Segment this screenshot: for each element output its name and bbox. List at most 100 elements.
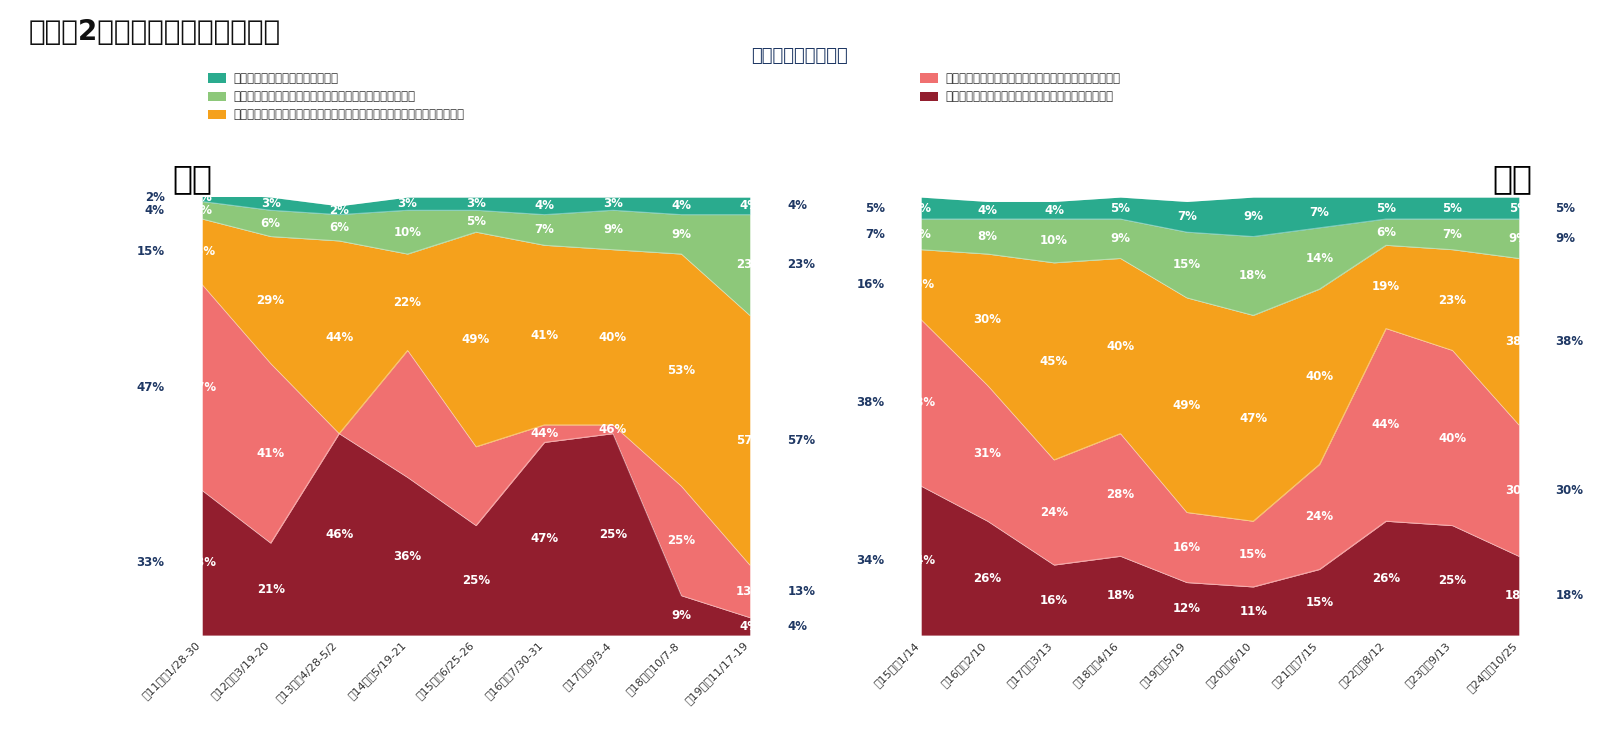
Text: 13%: 13%	[787, 585, 816, 598]
Text: 23%: 23%	[736, 258, 763, 272]
Text: 40%: 40%	[1106, 339, 1134, 353]
Text: 31%: 31%	[974, 447, 1002, 460]
Text: 16%: 16%	[1040, 593, 1069, 607]
Text: 9%: 9%	[603, 223, 622, 237]
Text: 36%: 36%	[394, 550, 422, 563]
Text: 11%: 11%	[1240, 604, 1267, 618]
Text: 34%: 34%	[856, 554, 885, 567]
Text: 2%: 2%	[144, 191, 165, 204]
Text: 26%: 26%	[1371, 572, 1400, 585]
Text: （図表2）　コロナ禍の状況認識: （図表2） コロナ禍の状況認識	[29, 18, 282, 46]
Text: 7%: 7%	[912, 228, 931, 241]
Text: 4%: 4%	[1045, 204, 1064, 217]
Text: 40%: 40%	[598, 331, 627, 344]
Text: 9%: 9%	[1110, 232, 1130, 245]
Text: 感染拡大は間もなく終わると思う: 感染拡大は間もなく終わると思う	[234, 72, 339, 85]
Text: 44%: 44%	[1371, 418, 1400, 431]
Text: 2%: 2%	[192, 191, 213, 204]
Text: 9%: 9%	[672, 609, 691, 622]
Text: 57%: 57%	[736, 434, 763, 447]
Text: 3%: 3%	[466, 197, 486, 210]
Text: 33%: 33%	[189, 556, 216, 569]
Text: 5%: 5%	[1555, 201, 1576, 215]
Text: 29%: 29%	[256, 293, 285, 307]
Text: 18%: 18%	[1238, 269, 1267, 283]
Text: 感染状況は落ち着いていて、うまく対応できていると思う: 感染状況は落ち着いていて、うまく対応できていると思う	[234, 90, 416, 103]
Text: 30%: 30%	[1555, 484, 1584, 497]
Text: 4%: 4%	[739, 199, 760, 212]
Text: 30%: 30%	[1506, 484, 1533, 497]
Text: 4%: 4%	[144, 204, 165, 217]
Text: 5%: 5%	[1110, 201, 1130, 215]
Text: 57%: 57%	[787, 434, 816, 447]
Text: 46%: 46%	[325, 528, 354, 541]
Text: 34%: 34%	[907, 554, 936, 567]
Text: 15%: 15%	[1173, 258, 1202, 272]
Text: 25%: 25%	[1438, 574, 1467, 587]
Text: 9%: 9%	[1243, 210, 1264, 223]
Text: 25%: 25%	[598, 528, 627, 541]
Text: 47%: 47%	[530, 532, 558, 545]
Text: 18%: 18%	[1504, 589, 1533, 602]
Text: 24%: 24%	[1040, 506, 1069, 519]
Text: 5%: 5%	[912, 201, 931, 215]
Text: 21%: 21%	[256, 583, 285, 596]
Text: 3%: 3%	[398, 197, 418, 210]
Text: 7%: 7%	[1178, 210, 1197, 223]
Text: 26%: 26%	[973, 572, 1002, 585]
Text: 45%: 45%	[1040, 355, 1069, 368]
Text: 15%: 15%	[136, 245, 165, 258]
Text: 6%: 6%	[261, 217, 280, 230]
Text: 感染状況は次第に落ち着きを取り戻してきていて、対応できていると思う: 感染状況は次第に落ち着きを取り戻してきていて、対応できていると思う	[234, 108, 464, 121]
Text: 41%: 41%	[256, 447, 285, 460]
Text: 7%: 7%	[1443, 228, 1462, 241]
Text: 49%: 49%	[1173, 399, 1202, 412]
Text: 23%: 23%	[787, 258, 816, 272]
Text: 41%: 41%	[530, 328, 558, 342]
Text: コロナ禍の状況認識: コロナ禍の状況認識	[752, 47, 848, 66]
Text: 2%: 2%	[330, 204, 349, 217]
Text: 24%: 24%	[1306, 510, 1334, 523]
Text: 38%: 38%	[856, 396, 885, 410]
Text: 38%: 38%	[907, 396, 936, 410]
Text: 16%: 16%	[1173, 541, 1202, 554]
Text: 5%: 5%	[1443, 201, 1462, 215]
Text: 8%: 8%	[978, 230, 998, 243]
Text: 47%: 47%	[136, 381, 165, 394]
Text: 4%: 4%	[787, 620, 808, 633]
Text: 7%: 7%	[1310, 206, 1330, 219]
Text: 14%: 14%	[1306, 252, 1334, 265]
Text: 4%: 4%	[192, 204, 213, 217]
Text: 30%: 30%	[974, 313, 1002, 326]
Text: 28%: 28%	[1106, 488, 1134, 502]
Text: 40%: 40%	[1306, 370, 1334, 383]
Text: 19%: 19%	[1371, 280, 1400, 293]
Text: 4%: 4%	[787, 199, 808, 212]
Text: 49%: 49%	[462, 333, 490, 346]
Text: 4%: 4%	[672, 199, 691, 212]
Text: 4%: 4%	[534, 199, 555, 212]
Text: 5%: 5%	[864, 201, 885, 215]
Text: 40%: 40%	[1438, 431, 1467, 445]
Text: 16%: 16%	[856, 278, 885, 291]
Text: 38%: 38%	[1555, 335, 1584, 348]
Text: 15%: 15%	[1306, 596, 1334, 609]
Text: 4%: 4%	[739, 620, 760, 633]
Text: 10%: 10%	[1040, 234, 1069, 247]
Text: 7%: 7%	[534, 223, 554, 237]
Text: 47%: 47%	[1238, 412, 1267, 425]
Text: 23%: 23%	[1438, 293, 1467, 307]
Text: 44%: 44%	[325, 331, 354, 344]
Text: 44%: 44%	[530, 427, 558, 440]
Text: 5%: 5%	[1376, 201, 1395, 215]
Text: 10%: 10%	[394, 226, 421, 239]
Text: 12%: 12%	[1173, 602, 1202, 615]
Text: 5%: 5%	[466, 215, 486, 228]
Text: 15%: 15%	[189, 245, 216, 258]
Text: 7%: 7%	[866, 228, 885, 241]
Text: 4%: 4%	[978, 204, 998, 217]
Text: 15%: 15%	[1238, 548, 1267, 561]
Text: 38%: 38%	[1504, 335, 1533, 348]
Text: 25%: 25%	[667, 534, 696, 548]
Text: 18%: 18%	[1555, 589, 1584, 602]
